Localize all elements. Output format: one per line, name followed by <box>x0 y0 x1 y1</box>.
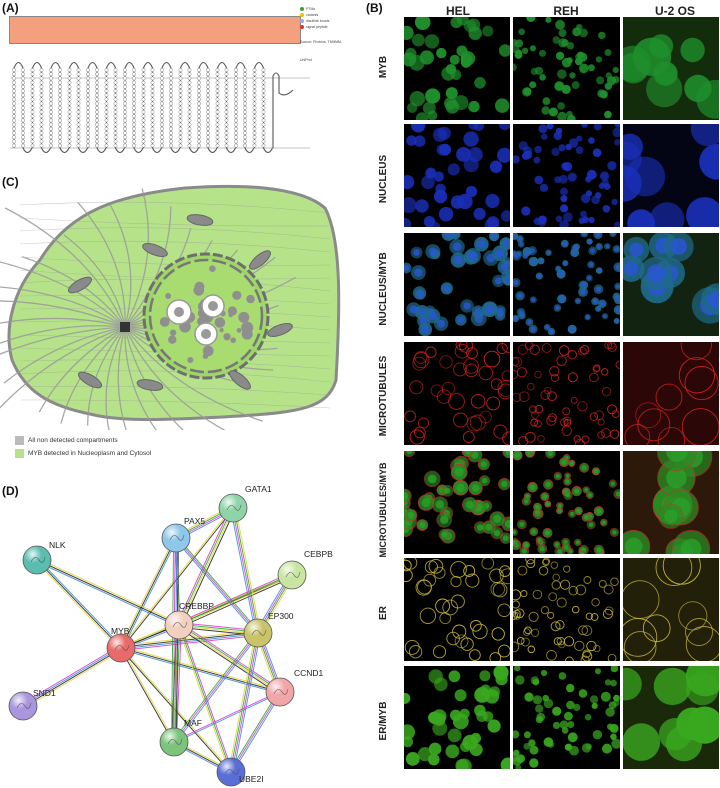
micrograph-nucleus-myb-reh <box>513 233 620 336</box>
legend-swatch-myb-detected <box>15 449 24 458</box>
column-header-u2os: U-2 OS <box>654 4 695 18</box>
node-ube2i: UBE2I <box>216 757 264 787</box>
legend-row-ptms: PTMs <box>300 6 348 12</box>
legend-row-disulfide: disulfide bonds <box>300 18 348 24</box>
row-label-myb: MYB <box>378 55 389 79</box>
legend-dot <box>300 19 304 23</box>
node-label: SND1 <box>33 688 56 698</box>
node-gata1: GATA1 <box>218 484 272 523</box>
node-maf: MAF <box>159 718 202 757</box>
legend-text: PTMs <box>306 7 316 11</box>
micrograph-nucleus-hel <box>404 124 510 227</box>
legend-dot <box>300 7 304 11</box>
micrograph-nucleus-u2os <box>623 124 719 227</box>
node-label: CCND1 <box>294 668 324 678</box>
node-nlk: NLK <box>22 540 66 575</box>
legend-dot <box>300 25 304 29</box>
legend-row-source: Source: Phobius, TMHMM, UniProt <box>300 30 348 62</box>
legend-dot <box>300 13 304 17</box>
micrograph-er-u2os <box>623 558 719 661</box>
node-snd1: SND1 <box>8 688 56 721</box>
legend-text: Source: Phobius, TMHMM, UniProt <box>300 40 342 62</box>
node-pax5: PAX5 <box>161 516 205 553</box>
node-label: CREBBP <box>179 601 214 611</box>
node-label: GATA1 <box>245 484 272 494</box>
micrograph-nucleus-myb-u2os <box>623 233 719 336</box>
column-header-reh: REH <box>553 4 579 18</box>
legend-text: signal peptide <box>306 25 328 29</box>
row-label-microtubules-myb: MICROTUBULES/MYB <box>378 462 388 558</box>
node-myb: MYB <box>106 626 136 663</box>
node-ccnd1: CCND1 <box>265 668 324 707</box>
micrograph-er-myb-reh <box>513 666 620 769</box>
micrograph-myb-u2os <box>623 17 719 120</box>
node-label: PAX5 <box>184 516 205 526</box>
column-header-hel: HEL <box>446 4 470 18</box>
micrograph-microtubules-hel <box>404 342 510 445</box>
row-label-microtubules: MICROTUBULES <box>378 355 389 437</box>
micrograph-nucleus-reh <box>513 124 620 227</box>
micrograph-er-myb-hel <box>404 666 510 769</box>
legend-text-not-detected: All non detected compartments <box>28 437 118 444</box>
micrograph-er-reh <box>513 558 620 661</box>
panel-a-label: (A) <box>2 1 19 15</box>
node-label: MYB <box>111 626 130 636</box>
node-ep300: EP300 <box>243 611 294 648</box>
legend-swatch-not-detected <box>15 436 24 445</box>
node-label: MAF <box>184 718 202 728</box>
node-label: EP300 <box>268 611 294 621</box>
micrograph-microtubules-reh <box>513 342 620 445</box>
legend-text: variants <box>306 13 319 17</box>
node-label: CEBPB <box>304 549 333 559</box>
panel-b-label: (B) <box>366 1 383 15</box>
cell-diagram <box>0 184 341 430</box>
micrograph-nucleus-myb-hel <box>404 233 510 336</box>
row-label-nucleus-myb: NUCLEUS/MYB <box>378 252 389 326</box>
micrograph-microtubules-u2os <box>623 342 719 445</box>
panel-a-legend: PTMs variants disulfide bonds signal pep… <box>300 6 348 62</box>
micrograph-microtubules-myb-u2os <box>623 451 719 554</box>
panel-c-label: (C) <box>2 175 19 189</box>
micrograph-er-myb-u2os <box>623 666 719 769</box>
micrograph-er-hel <box>404 558 510 661</box>
row-label-nucleus: NUCLEUS <box>378 154 389 204</box>
node-label: NLK <box>49 540 66 550</box>
micrograph-myb-reh <box>513 17 620 120</box>
micrograph-microtubules-myb-reh <box>513 451 620 554</box>
protein-bar <box>9 16 301 44</box>
row-label-er: ER <box>378 606 389 620</box>
node-cebpb: CEBPB <box>277 549 333 590</box>
legend-row-variants: variants <box>300 12 348 18</box>
interaction-network: GATA1 PAX5 NLK CEBPB CREBBP EP300 MYB CCND1 SND1… <box>8 484 333 787</box>
micrograph-microtubules-myb-hel <box>404 451 510 554</box>
centrosome <box>120 322 130 332</box>
node-label: UBE2I <box>239 774 264 784</box>
legend-text: disulfide bonds <box>306 19 330 23</box>
panel-d-label: (D) <box>2 484 19 498</box>
micrograph-myb-hel <box>404 17 510 120</box>
row-label-er-myb: ER/MYB <box>378 701 389 741</box>
node-crebbp: CREBBP <box>164 601 214 640</box>
legend-row-signal: signal peptide <box>300 24 348 30</box>
legend-text-myb-detected: MYB detected in Nucleoplasm and Cytosol <box>28 450 152 457</box>
protein-topology-diagram <box>10 61 310 154</box>
